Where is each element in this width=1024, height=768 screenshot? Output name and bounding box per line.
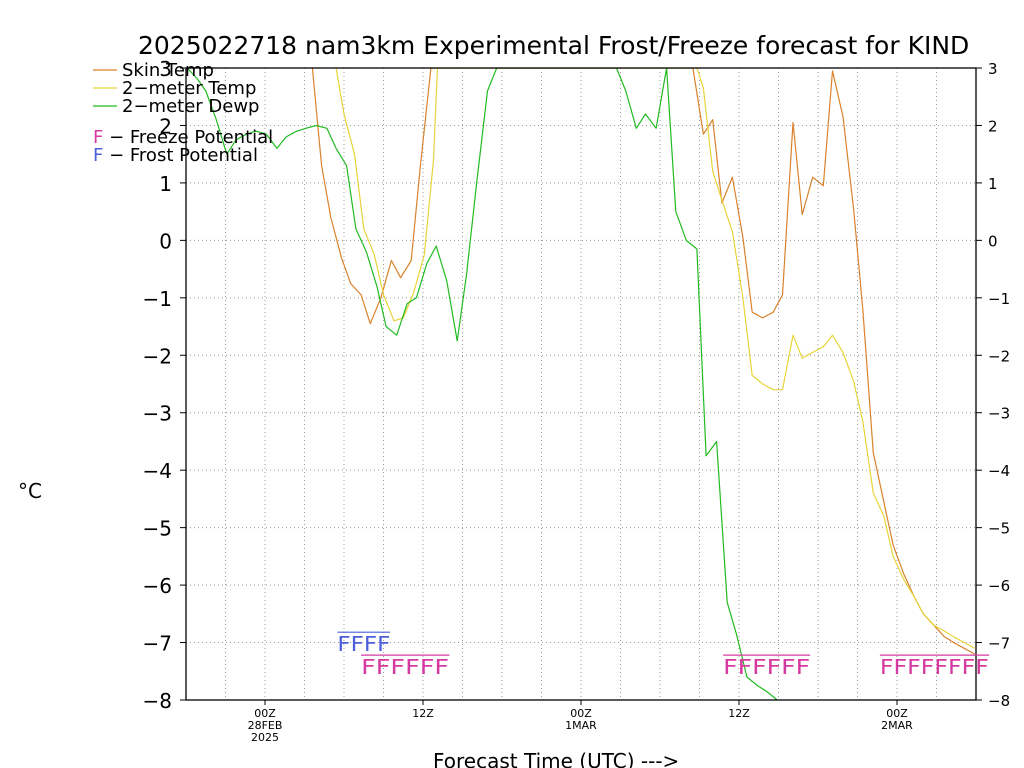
y-tick-label-left: 3 bbox=[159, 57, 172, 81]
y-tick-label-left: −1 bbox=[143, 287, 172, 311]
y-tick-label-right: 0 bbox=[988, 232, 998, 250]
y-tick-label-right: −7 bbox=[988, 635, 1010, 653]
x-tick-label: 12Z bbox=[728, 707, 750, 720]
legend-item-label: 2−meter Temp bbox=[122, 78, 256, 99]
freeze-marker: FFFFFFFF bbox=[880, 655, 989, 679]
legend-item-label: 2−meter Dewp bbox=[122, 96, 259, 117]
grid-layer bbox=[186, 68, 976, 700]
y-tick-label-left: −3 bbox=[143, 402, 172, 426]
chart-title: 2025022718 nam3km Experimental Frost/Fre… bbox=[138, 31, 969, 60]
legend-marker-label: F − Frost Potential bbox=[93, 145, 258, 166]
y-tick-label-right: 1 bbox=[988, 175, 998, 193]
y-tick-label-right: −2 bbox=[988, 347, 1010, 365]
y-axis-label: °C bbox=[18, 479, 42, 503]
legend-marker-label: F − Freeze Potential bbox=[93, 127, 273, 148]
series-line-skin-temp bbox=[311, 68, 975, 655]
y-tick-label-right: −6 bbox=[988, 577, 1010, 595]
y-tick-label-left: 2 bbox=[159, 114, 172, 138]
x-tick-label: 1MAR bbox=[565, 719, 597, 732]
ticks-layer: −8 −8 −7 −7 −6 −6 −5 −5 −4 −4 −3 −3 −2 −2 −1 −1 0 0 1 1 2 2 3 3… bbox=[143, 57, 1011, 744]
y-tick-label-left: 1 bbox=[159, 172, 172, 196]
y-tick-label-left: 0 bbox=[159, 229, 172, 253]
y-tick-label-right: −4 bbox=[988, 462, 1010, 480]
frost-marker: FFFF bbox=[337, 632, 390, 656]
x-tick-label: 12Z bbox=[412, 707, 434, 720]
x-tick-label: 00Z bbox=[570, 707, 592, 720]
y-tick-label-left: −2 bbox=[143, 344, 172, 368]
series-line-2-meter-dewp bbox=[186, 68, 778, 700]
x-tick-label: 2025 bbox=[251, 731, 279, 744]
y-tick-label-left: −4 bbox=[143, 459, 172, 483]
x-tick-label: 28FEB bbox=[248, 719, 283, 732]
series-line-2-meter-temp bbox=[335, 68, 975, 649]
y-tick-label-right: −3 bbox=[988, 405, 1010, 423]
freeze-marker: FFFFFF bbox=[361, 655, 449, 679]
x-tick-label: 2MAR bbox=[881, 719, 913, 732]
y-tick-label-right: 2 bbox=[988, 117, 998, 135]
legend-item-label: Skin Temp bbox=[122, 60, 214, 81]
y-tick-label-right: −5 bbox=[988, 520, 1010, 538]
freeze-marker: FFFFFF bbox=[723, 655, 810, 679]
y-tick-label-right: −1 bbox=[988, 290, 1010, 308]
y-tick-label-right: −8 bbox=[988, 692, 1010, 710]
y-tick-label-left: −7 bbox=[143, 632, 172, 656]
x-axis-label: Forecast Time (UTC) ---> bbox=[433, 749, 679, 768]
series-layer bbox=[186, 68, 975, 700]
y-tick-label-left: −5 bbox=[143, 517, 172, 541]
x-tick-label: 00Z bbox=[886, 707, 908, 720]
y-tick-label-left: −6 bbox=[143, 574, 172, 598]
x-tick-label: 00Z bbox=[254, 707, 276, 720]
y-tick-label-right: 3 bbox=[988, 60, 998, 78]
y-tick-label-left: −8 bbox=[143, 689, 172, 713]
